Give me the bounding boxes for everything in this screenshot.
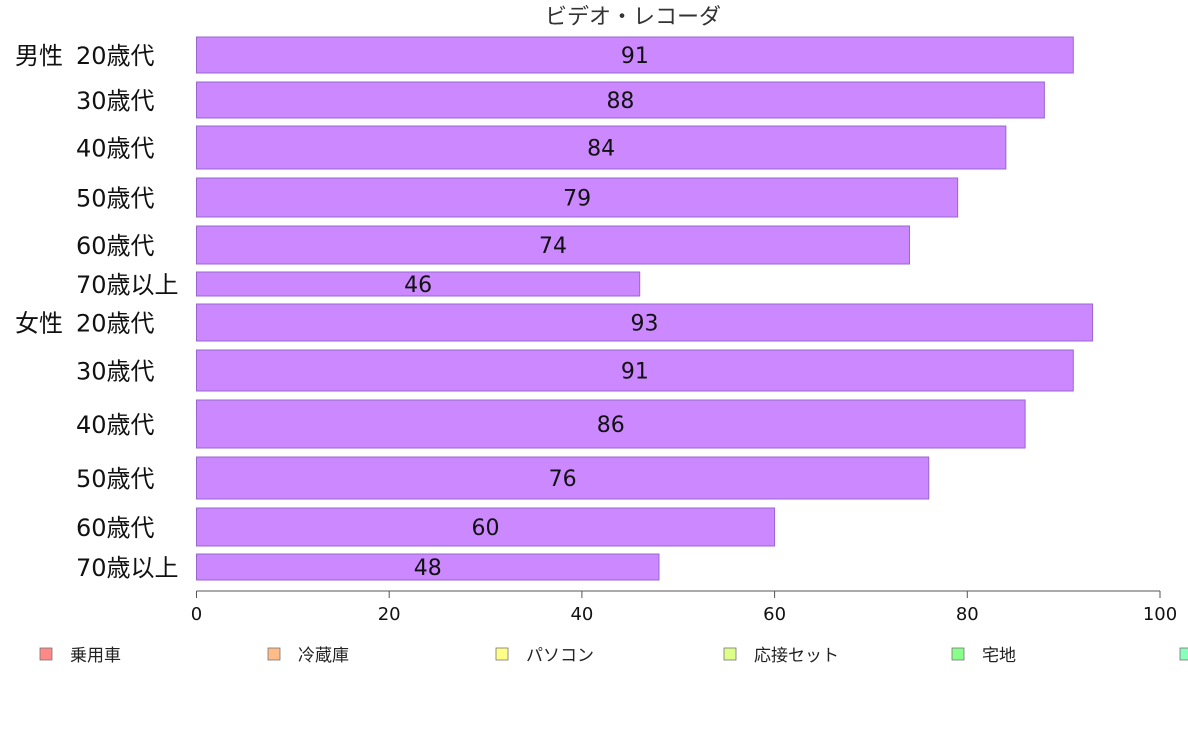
bar [196, 225, 910, 265]
x-tick-label: 60 [763, 604, 786, 625]
x-tick-label: 20 [378, 604, 401, 625]
bar [196, 303, 1094, 342]
bar [196, 507, 776, 547]
bar-value-label: 91 [621, 360, 649, 385]
category-label: 20歳代 [76, 310, 155, 338]
bars-layer: 91 88 84 79 74 46 93 91 86 76 60 48 [196, 36, 1094, 581]
bar-value-label: 46 [404, 273, 432, 298]
bar-value-label: 76 [549, 467, 577, 492]
x-axis: 0 20 40 60 80 100 [191, 590, 1177, 625]
category-label: 30歳代 [76, 358, 155, 386]
x-tick-label: 0 [191, 604, 202, 625]
legend-swatch [1179, 647, 1188, 661]
bar [196, 399, 1026, 449]
bar [196, 349, 1074, 392]
legend: 乗用車 冷蔵庫 パソコン 応接セット 宅地 [39, 646, 1188, 666]
group-label: 女性 [15, 310, 63, 338]
bar [196, 36, 1074, 74]
bar-value-label: 88 [606, 89, 634, 114]
bar [196, 81, 1045, 119]
category-label: 40歳代 [76, 411, 155, 439]
category-labels: 20歳代男性30歳代40歳代50歳代60歳代70歳以上20歳代女性30歳代40歳… [15, 42, 179, 582]
group-label: 男性 [15, 42, 63, 70]
legend-swatch [39, 647, 53, 661]
bar-value-label: 84 [587, 137, 615, 162]
x-tick-label: 40 [570, 604, 593, 625]
bar [196, 271, 641, 297]
chart-title: ビデオ・レコーダ [545, 5, 721, 30]
bar-value-label: 79 [563, 187, 591, 212]
category-label: 30歳代 [76, 87, 155, 115]
x-tick-label: 80 [956, 604, 979, 625]
category-label: 50歳代 [76, 465, 155, 493]
category-label: 20歳代 [76, 42, 155, 70]
category-label: 60歳代 [76, 514, 155, 542]
bar-value-label: 93 [631, 312, 659, 337]
category-label: 60歳代 [76, 232, 155, 260]
category-label: 70歳以上 [76, 554, 179, 582]
legend-label: 宅地 [982, 646, 1016, 666]
legend-label: 乗用車 [70, 646, 121, 666]
bar-value-label: 48 [414, 556, 442, 581]
bar [196, 456, 930, 500]
bar [196, 125, 1007, 170]
x-tick-label: 100 [1143, 604, 1177, 625]
legend-swatch [951, 647, 965, 661]
bar-value-label: 74 [539, 234, 567, 259]
category-label: 50歳代 [76, 185, 155, 213]
bar-value-label: 60 [472, 516, 500, 541]
category-label: 40歳代 [76, 135, 155, 163]
legend-label: 冷蔵庫 [298, 646, 349, 666]
legend-label: 応接セット [754, 646, 839, 666]
legend-swatch [723, 647, 737, 661]
legend-swatch [495, 647, 509, 661]
legend-swatch [267, 647, 281, 661]
bar-value-label: 91 [621, 44, 649, 69]
legend-label: パソコン [526, 646, 594, 666]
bar [196, 177, 959, 218]
category-label: 70歳以上 [76, 271, 179, 299]
bar-value-label: 86 [597, 413, 625, 438]
bar [196, 553, 660, 581]
